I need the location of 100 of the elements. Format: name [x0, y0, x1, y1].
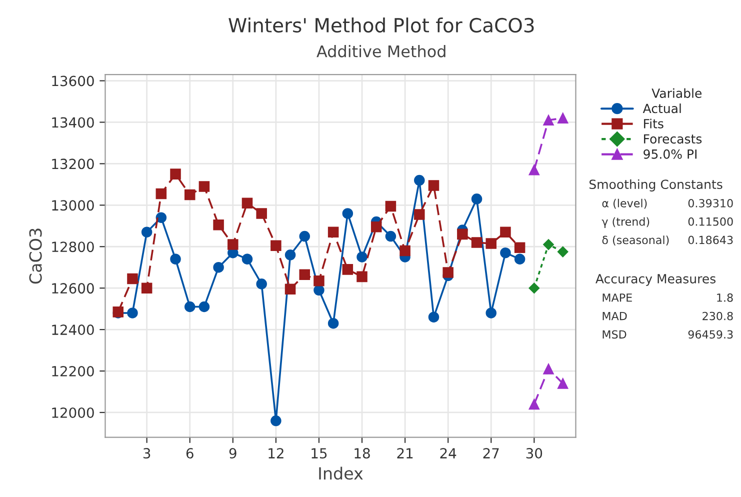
text: Smoothing Constants: [589, 179, 722, 192]
point: [342, 208, 354, 219]
point: [242, 198, 253, 208]
point: [471, 194, 482, 204]
point: [400, 245, 410, 256]
y-tick-label: 12800: [52, 242, 94, 252]
point: [156, 212, 167, 223]
point: [299, 269, 310, 280]
legend-label: 95.0% PI: [644, 149, 696, 159]
text: MSD: [602, 330, 626, 339]
y-tick-label: 12000: [52, 407, 94, 418]
point: [270, 415, 282, 426]
text: 230.8: [702, 312, 733, 320]
text: Accuracy Measures: [596, 274, 716, 286]
point: [228, 239, 238, 250]
y-tick-label: 13200: [52, 158, 94, 170]
point: [528, 398, 540, 410]
point: [328, 318, 339, 329]
point: [528, 282, 540, 294]
point: [184, 189, 196, 200]
point: [514, 254, 526, 264]
text: MAPE: [602, 294, 632, 302]
text: δ (seasonal): [602, 236, 669, 246]
x-axis-title: Index: [319, 466, 363, 480]
point: [314, 275, 324, 286]
x-tick-label: 9: [229, 448, 236, 459]
legend-label: Actual: [642, 103, 681, 114]
point: [414, 209, 425, 220]
point: [314, 284, 324, 296]
point: [543, 114, 554, 126]
point: [514, 242, 526, 254]
point: [156, 188, 167, 200]
point: [557, 246, 568, 258]
point: [385, 200, 396, 212]
legend-title: Variable: [652, 88, 702, 98]
legend-label: Forecasts: [644, 134, 702, 144]
point: [370, 222, 382, 232]
text: MAD: [602, 312, 627, 320]
point: [256, 278, 267, 290]
y-tick-label: 12400: [52, 324, 94, 336]
point: [198, 301, 210, 312]
point: [242, 254, 253, 264]
point: [457, 228, 468, 240]
point: [543, 364, 554, 374]
point: [328, 226, 339, 238]
point: [284, 284, 296, 295]
point: [284, 250, 296, 260]
point: [141, 282, 152, 294]
point: [356, 271, 368, 282]
point: [270, 240, 282, 251]
text: 1.8: [717, 293, 733, 302]
point: [342, 264, 354, 275]
point: [486, 238, 496, 249]
point: [543, 239, 554, 250]
point: [141, 226, 152, 238]
text: 0.18643: [688, 236, 733, 244]
point: [500, 247, 511, 258]
y-tick-label: 12200: [52, 366, 94, 376]
x-tick-label: 12: [268, 448, 284, 458]
legend-label: Fits: [644, 118, 664, 128]
point: [500, 226, 511, 238]
x-tick-label: 21: [397, 448, 413, 458]
text: α (level): [602, 198, 647, 209]
x-tick-label: 30: [526, 448, 542, 459]
point: [414, 174, 425, 186]
y-tick-label: 13000: [52, 200, 94, 211]
point: [127, 308, 138, 318]
text: 0.39310: [688, 199, 733, 208]
text: 96459.3: [688, 330, 733, 339]
text: 0.11500: [688, 217, 733, 226]
x-tick-label: 18: [354, 448, 370, 459]
y-tick-label: 13400: [52, 117, 94, 128]
point: [428, 180, 440, 191]
point: [184, 301, 196, 312]
point: [213, 219, 224, 230]
point: [557, 378, 568, 389]
point: [356, 252, 368, 262]
point: [428, 312, 440, 322]
x-tick-label: 3: [143, 448, 150, 459]
y-tick-label: 13600: [52, 76, 94, 86]
point: [471, 237, 482, 248]
x-tick-label: 6: [186, 448, 194, 459]
x-tick-label: 24: [440, 448, 456, 458]
point: [486, 308, 496, 318]
point: [528, 164, 540, 176]
point: [385, 230, 396, 242]
point: [170, 168, 181, 180]
y-tick-label: 12600: [52, 283, 94, 294]
point: [256, 208, 267, 219]
point: [170, 254, 181, 264]
point: [198, 181, 210, 192]
point: [213, 262, 224, 273]
point: [127, 273, 138, 284]
point: [442, 267, 454, 278]
x-tick-label: 15: [312, 448, 327, 459]
point: [299, 230, 310, 242]
x-tick-label: 27: [483, 448, 499, 458]
y-axis-title: CaCO3: [29, 228, 42, 284]
chart-subtitle: Additive Method: [316, 45, 446, 58]
point: [557, 112, 568, 124]
